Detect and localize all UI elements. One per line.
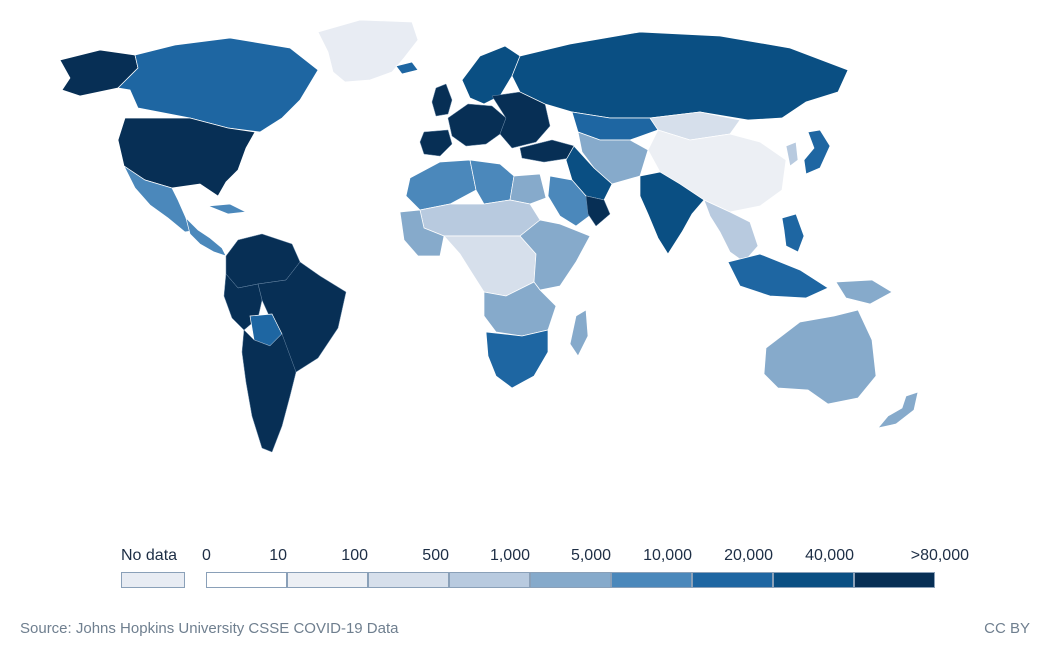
- region-central-africa[interactable]: [443, 235, 537, 297]
- region-oman[interactable]: [585, 195, 611, 227]
- region-canada[interactable]: [117, 37, 319, 133]
- region-greenland[interactable]: [317, 19, 419, 83]
- region-indonesia[interactable]: [727, 253, 829, 299]
- region-western-europe[interactable]: [447, 103, 507, 147]
- region-russia[interactable]: [511, 31, 849, 121]
- legend-tick-label: 20,000: [724, 547, 773, 564]
- region-australia[interactable]: [763, 309, 877, 405]
- legend-color-swatch[interactable]: [368, 572, 449, 588]
- legend-color-swatch[interactable]: [611, 572, 692, 588]
- legend-color-swatch[interactable]: [287, 572, 368, 588]
- region-argentina-chile[interactable]: [241, 329, 297, 453]
- legend-no-data-label: No data: [121, 547, 178, 564]
- region-iberia[interactable]: [419, 129, 453, 157]
- legend-color-swatch[interactable]: [773, 572, 854, 588]
- region-egypt[interactable]: [509, 173, 547, 205]
- legend-color-swatch[interactable]: [692, 572, 773, 588]
- region-south-africa[interactable]: [485, 329, 549, 389]
- legend-tick-label: 0: [202, 547, 211, 564]
- region-uk[interactable]: [431, 83, 453, 117]
- legend-tick-label: 500: [422, 547, 449, 564]
- region-north-africa[interactable]: [405, 159, 477, 211]
- region-southern-africa-north[interactable]: [483, 281, 557, 337]
- legend-tick-label: 100: [341, 547, 368, 564]
- region-east-africa[interactable]: [519, 219, 591, 291]
- region-west-africa[interactable]: [399, 209, 445, 257]
- legend-no-data-swatch[interactable]: [121, 572, 185, 588]
- region-new-zealand[interactable]: [877, 391, 919, 429]
- legend-color-swatch[interactable]: [854, 572, 935, 588]
- license-link[interactable]: CC BY: [984, 620, 1030, 637]
- legend-color-swatch[interactable]: [206, 572, 287, 588]
- legend-tick-label: 10: [269, 547, 287, 564]
- region-japan[interactable]: [803, 129, 831, 175]
- region-iceland[interactable]: [395, 61, 419, 75]
- legend-tick-label: 5,000: [570, 547, 611, 564]
- region-korea[interactable]: [785, 141, 799, 167]
- region-arabia[interactable]: [547, 175, 593, 227]
- region-papua[interactable]: [835, 279, 893, 305]
- region-libya[interactable]: [469, 159, 515, 205]
- region-madagascar[interactable]: [569, 309, 589, 357]
- legend-tick-label: 40,000: [805, 547, 854, 564]
- region-india[interactable]: [639, 171, 705, 255]
- legend-color-swatch[interactable]: [449, 572, 530, 588]
- legend-tick-label: 10,000: [643, 547, 692, 564]
- legend-tick-label: >80,000: [910, 547, 969, 564]
- region-philippines[interactable]: [781, 213, 805, 253]
- legend-tick-label: 1,000: [489, 547, 530, 564]
- region-central-america[interactable]: [185, 216, 227, 257]
- region-cuba[interactable]: [207, 203, 248, 215]
- world-choropleth-map: [59, 19, 919, 453]
- legend: No data 0 10 100 500 1,000 5,000 10,000 20,000 4…: [0, 540, 1050, 600]
- source-note: Source: Johns Hopkins University CSSE CO…: [20, 620, 399, 637]
- legend-color-swatch[interactable]: [530, 572, 611, 588]
